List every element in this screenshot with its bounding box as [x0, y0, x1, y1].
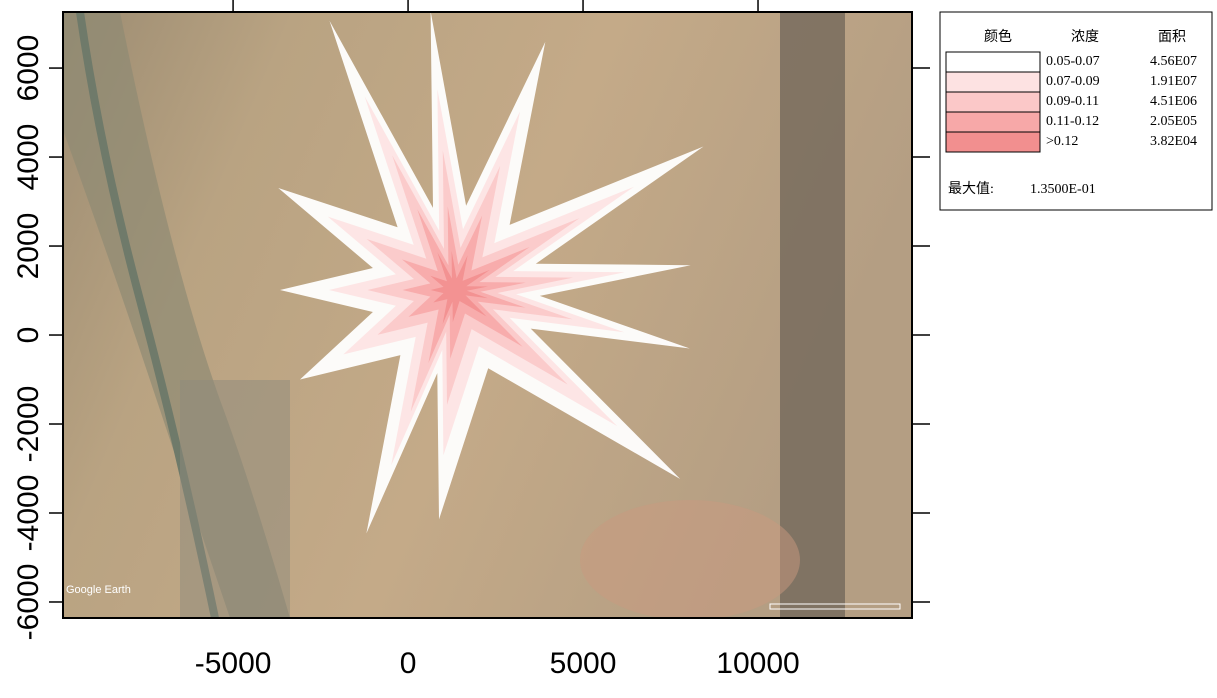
legend-swatch	[946, 92, 1040, 112]
legend-header: 颜色	[984, 28, 1012, 45]
farmland	[180, 380, 290, 618]
legend-range: 0.11-0.12	[1046, 114, 1099, 129]
legend-swatch	[946, 132, 1040, 152]
y-tick-label: -4000	[12, 475, 45, 552]
legend-range: 0.07-0.09	[1046, 74, 1100, 89]
legend-area: 4.56E07	[1150, 54, 1197, 69]
max-label: 最大值:	[948, 181, 994, 197]
legend-area: 4.51E06	[1150, 94, 1197, 109]
max-value: 1.3500E-01	[1030, 182, 1096, 197]
legend-range: 0.09-0.11	[1046, 94, 1099, 109]
x-tick-label: -5000	[195, 647, 272, 680]
chart: Google Earth 颜色 浓度 面积 0.05-0.07 4.56E07 0.07-…	[0, 0, 1217, 693]
y-tick-label: -2000	[12, 386, 45, 463]
y-tick-label: -6000	[12, 564, 45, 641]
legend-swatch	[946, 72, 1040, 92]
x-tick-label: 5000	[550, 647, 617, 680]
legend-area: 2.05E05	[1150, 114, 1197, 129]
sand-patch	[580, 500, 800, 620]
y-tick-label: 6000	[12, 35, 45, 102]
legend-swatch	[946, 112, 1040, 132]
legend-area: 1.91E07	[1150, 74, 1197, 89]
attribution: Google Earth	[66, 584, 131, 596]
x-tick-label: 10000	[716, 647, 799, 680]
legend-header: 浓度	[1071, 29, 1099, 45]
legend-header: 面积	[1158, 29, 1186, 45]
legend-range: 0.05-0.07	[1046, 54, 1100, 69]
legend: 颜色 浓度 面积 0.05-0.07 4.56E07 0.07-0.09 1.91E07 0.…	[940, 12, 1212, 210]
y-tick-label: 0	[12, 327, 45, 344]
x-tick-label: 0	[400, 647, 417, 680]
legend-area: 3.82E04	[1150, 134, 1197, 149]
y-tick-label: 4000	[12, 124, 45, 191]
satellite-background: Google Earth	[63, 11, 912, 620]
legend-range: >0.12	[1046, 134, 1078, 149]
legend-swatch	[946, 52, 1040, 72]
dark-strip	[780, 12, 845, 618]
y-tick-label: 2000	[12, 213, 45, 280]
